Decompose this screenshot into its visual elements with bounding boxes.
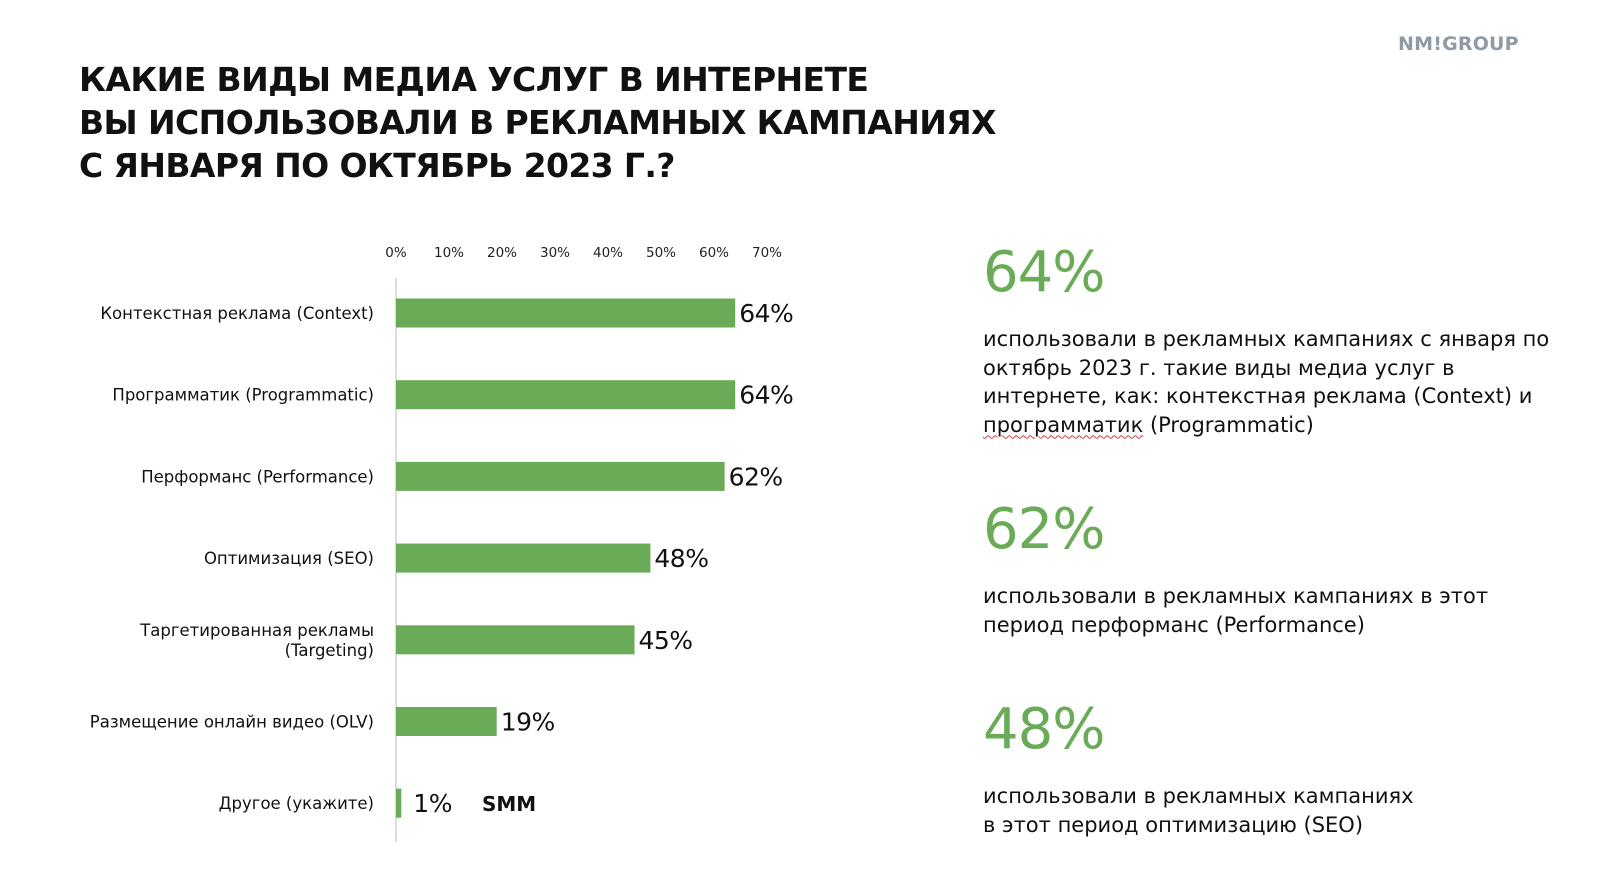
x-tick-label: 20%: [487, 245, 517, 261]
stat-text-line: в этот период оптимизацию (SEO): [983, 812, 1364, 837]
bar: [396, 461, 725, 491]
stat-block-context: 64% использовали в рекламных кампаниях с…: [983, 243, 1583, 439]
x-tick-label: 0%: [385, 245, 407, 261]
spellcheck-underlined-word: программатик: [983, 412, 1144, 437]
bar-chart: 0% 10% 20% 30% 40% 50% 60% 70% Контекстная рекла…: [90, 245, 794, 842]
data-label: 64%: [739, 299, 793, 328]
x-tick-label: 50%: [646, 245, 676, 261]
category-label: Таргетированная рекламы: [139, 621, 374, 640]
stat-value: 48%: [983, 697, 1105, 762]
slide-title: КАКИЕ ВИДЫ МЕДИА УСЛУГ В ИНТЕРНЕТЕ ВЫ ИС…: [79, 58, 996, 187]
title-line-2: ВЫ ИСПОЛЬЗОВАЛИ В РЕКЛАМНЫХ КАМПАНИЯХ: [79, 103, 996, 142]
stat-block-seo: 48% использовали в рекламных кампаниях в…: [983, 700, 1583, 839]
stat-value: 64%: [983, 240, 1105, 305]
category-label: (Targeting): [285, 641, 374, 660]
category-label: Размещение онлайн видео (OLV): [90, 713, 374, 732]
data-label: 45%: [639, 626, 693, 655]
category-label: Другое (укажите): [219, 794, 374, 813]
data-label: 64%: [739, 381, 793, 410]
bar: [396, 543, 651, 573]
bar: [396, 625, 635, 655]
stat-description: использовали в рекламных кампаниях в это…: [983, 584, 1489, 637]
bar: [396, 380, 736, 410]
title-line-1: КАКИЕ ВИДЫ МЕДИА УСЛУГ В ИНТЕРНЕТЕ: [79, 60, 869, 99]
x-tick-label: 60%: [699, 245, 729, 261]
data-label: 48%: [654, 544, 708, 573]
stat-block-performance: 62% использовали в рекламных кампаниях в…: [983, 500, 1583, 639]
stat-text-line: использовали в рекламных кампаниях: [983, 784, 1414, 808]
stat-text-part: использовали в рекламных кампаниях с янв…: [983, 327, 1550, 408]
data-label: 62%: [729, 462, 783, 491]
x-tick-label: 40%: [593, 245, 623, 261]
x-tick-label: 30%: [540, 245, 570, 261]
category-label: Оптимизация (SEO): [204, 549, 374, 568]
brand-logo: NM!GROUP: [1398, 33, 1519, 55]
x-tick-label: 10%: [434, 245, 464, 261]
data-label: 19%: [501, 708, 555, 737]
category-label: Контекстная реклама (Context): [100, 304, 374, 323]
stat-text-part: (Programmatic): [1143, 412, 1314, 437]
stat-description: использовали в рекламных кампаниях в это…: [983, 782, 1583, 839]
data-label: 1%: [413, 789, 452, 818]
bar: [396, 707, 497, 736]
stat-value: 62%: [983, 497, 1105, 562]
category-label: Программатик (Programmatic): [112, 386, 374, 405]
stat-description: использовали в рекламных кампаниях с янв…: [983, 325, 1583, 439]
bar: [396, 298, 736, 328]
x-tick-label: 70%: [752, 245, 782, 261]
annotation-label: SMM: [482, 792, 536, 816]
title-line-3: С ЯНВАРЯ ПО ОКТЯБРЬ 2023 Г.?: [79, 146, 675, 185]
category-label: Перформанс (Performance): [141, 467, 374, 486]
bar: [396, 788, 402, 818]
